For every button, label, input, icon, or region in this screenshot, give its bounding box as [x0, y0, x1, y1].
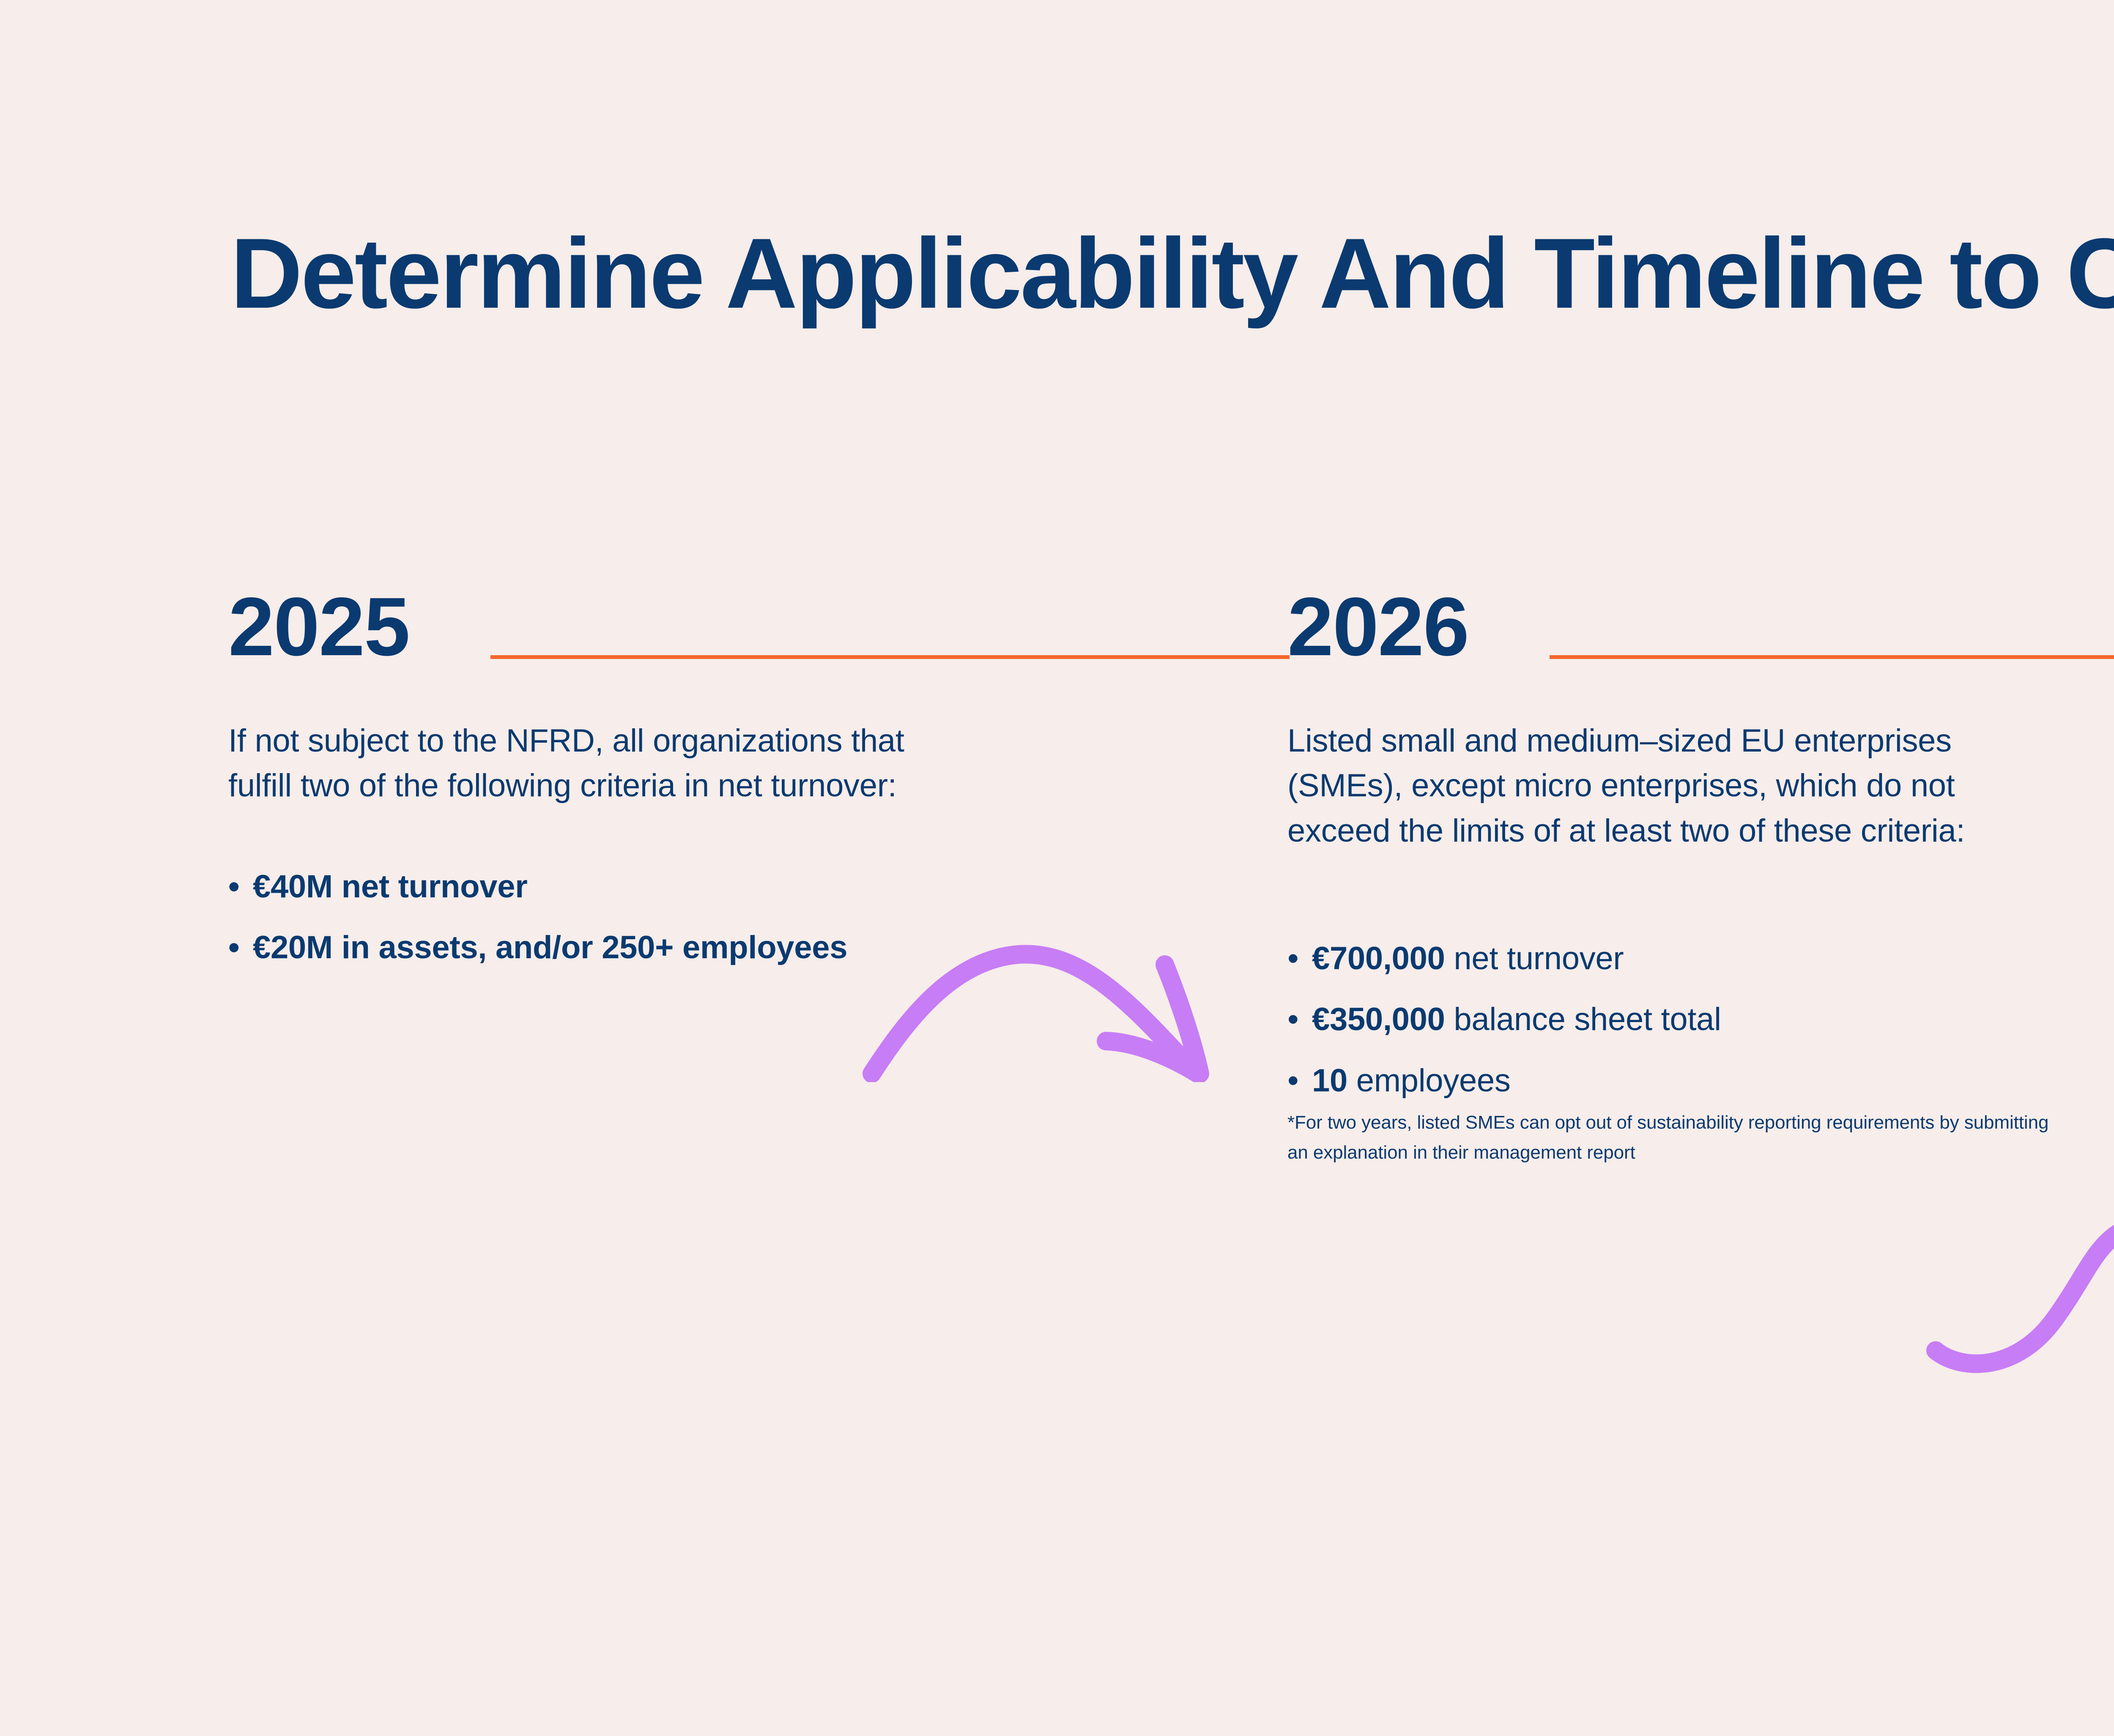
footnote-2026: *For two years, listed SMEs can opt out … [1287, 1112, 2049, 1163]
list-item: €20M in assets, and/or 250+ employees [228, 925, 947, 971]
column-intro-2025: If not subject to the NFRD, all organiza… [228, 723, 904, 804]
criteria-list-2026: €700,000 net turnover €350,000 balance s… [1287, 936, 2091, 1119]
criteria-list-2025: €40M net turnover €20M in assets, and/or… [228, 864, 947, 987]
list-item: €40M net turnover [228, 864, 947, 910]
list-item-label: balance sheet total [1445, 1001, 1721, 1038]
year-divider-rule [490, 655, 1290, 659]
list-item-value: 10 [1312, 1062, 1347, 1099]
year-header-2026: 2026 [1287, 585, 2114, 689]
year-label-2025: 2025 [228, 580, 410, 673]
list-item: €350,000 balance sheet total [1287, 997, 2091, 1042]
list-item-value: €350,000 [1312, 1001, 1445, 1038]
list-item-label: employees [1347, 1062, 1511, 1099]
year-header-2025: 2025 [228, 585, 1290, 689]
list-item: 10 employees [1287, 1058, 2091, 1104]
timeline-column-2026: 2026 Listed small and medium–sized EU en… [1287, 585, 2114, 1163]
list-item-label: net turnover [1445, 940, 1624, 976]
timeline-columns: 2025 If not subject to the NFRD, all org… [0, 585, 2114, 1649]
list-item-value: €700,000 [1312, 940, 1445, 976]
year-divider-rule [1550, 655, 2114, 659]
column-intro-2026: Listed small and medium–sized EU enterpr… [1287, 723, 1965, 849]
year-label-2026: 2026 [1287, 580, 1469, 673]
list-item: €700,000 net turnover [1287, 936, 2091, 981]
page-title: Determine Applicability And Timeline to … [230, 218, 2114, 329]
timeline-column-2025: 2025 If not subject to the NFRD, all org… [228, 585, 1290, 971]
